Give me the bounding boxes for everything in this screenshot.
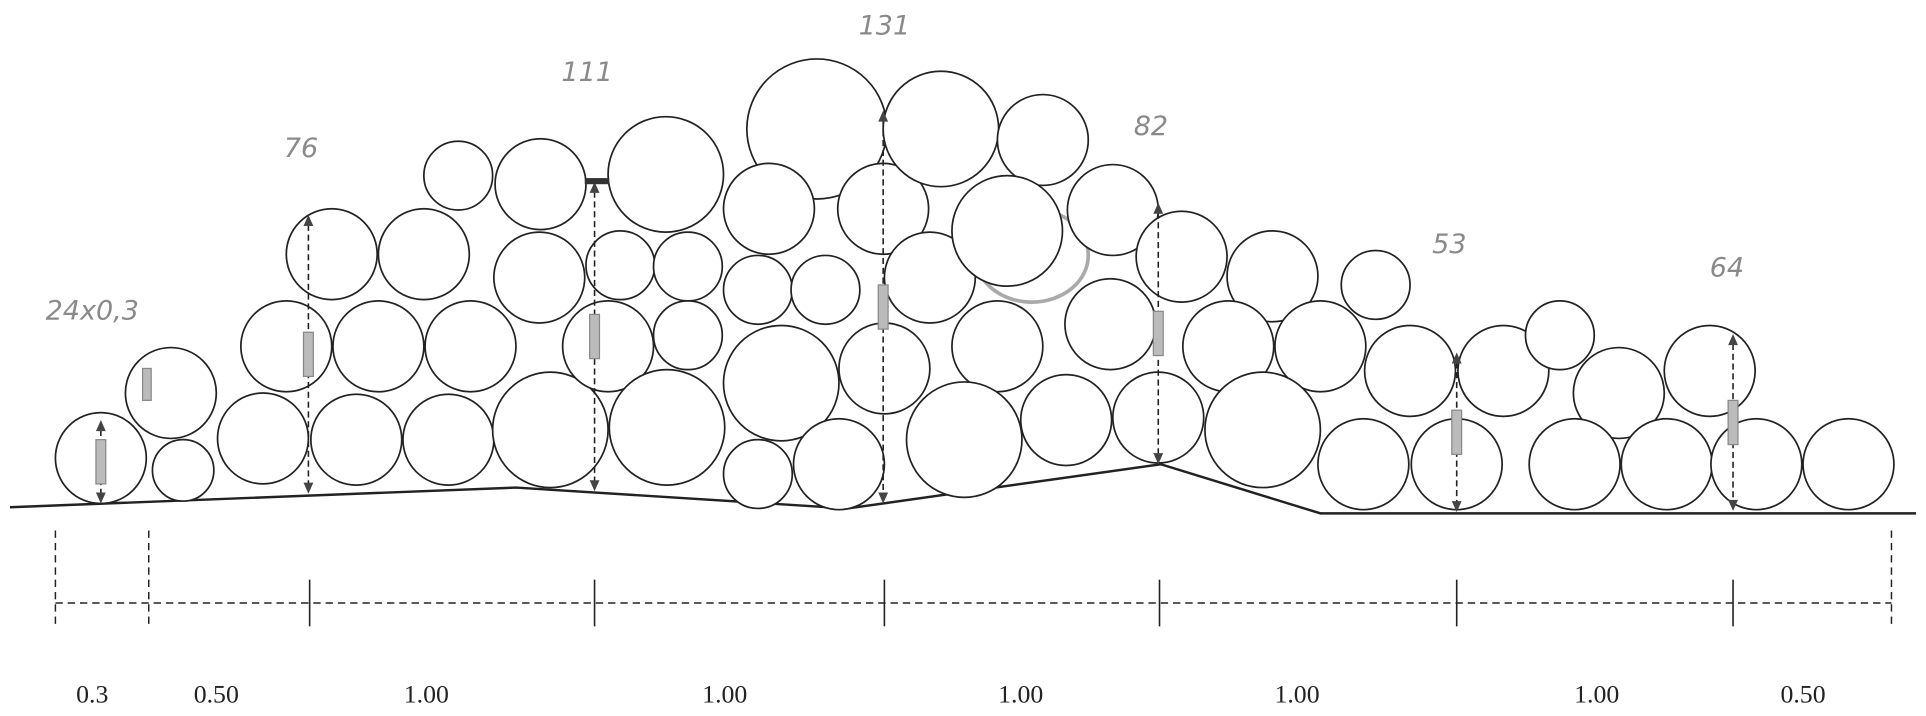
arrow-head	[95, 492, 106, 504]
log	[722, 254, 794, 326]
log	[1528, 417, 1621, 511]
log	[332, 300, 425, 393]
spacing-label: 0.50	[194, 679, 239, 708]
height-label: 111	[561, 57, 613, 88]
arrow-head	[1728, 334, 1738, 346]
log	[722, 162, 816, 256]
log	[1663, 324, 1757, 418]
arrow-head	[1451, 501, 1462, 513]
height-label: 131	[859, 10, 911, 41]
measure-marker	[589, 313, 601, 360]
arrow-head	[303, 482, 314, 494]
log	[951, 300, 1044, 393]
log	[494, 137, 587, 231]
log	[310, 393, 403, 486]
arrow-head	[1153, 202, 1164, 214]
log	[424, 300, 517, 393]
measure-marker	[584, 178, 610, 185]
spacing-label: 1.00	[1574, 679, 1619, 708]
measure-marker	[1451, 409, 1463, 456]
spacing-label: 0.3	[76, 679, 108, 708]
log	[124, 346, 218, 440]
log	[1135, 210, 1228, 303]
log	[1340, 249, 1411, 321]
log	[1572, 346, 1666, 440]
log	[151, 438, 215, 502]
arrow-head	[589, 181, 600, 193]
log	[216, 392, 310, 485]
measure-marker	[1152, 310, 1164, 357]
arrow-head	[303, 214, 314, 226]
log	[561, 300, 655, 393]
log	[422, 140, 494, 211]
log	[882, 70, 1000, 188]
log	[585, 230, 656, 301]
arrow-head	[878, 492, 889, 504]
height-label: 53	[1432, 229, 1466, 260]
spacing-label: 0.50	[1780, 679, 1825, 708]
log	[722, 324, 840, 442]
arrow-head	[589, 480, 600, 492]
arrow-head	[1451, 352, 1462, 364]
log	[1620, 417, 1714, 511]
log	[1524, 300, 1596, 371]
log	[792, 417, 886, 511]
log	[838, 322, 931, 415]
log	[1802, 417, 1895, 511]
ground-line	[9, 462, 1917, 515]
measure-marker	[877, 284, 889, 330]
log	[402, 393, 495, 486]
arrow-head	[878, 110, 889, 122]
log	[491, 371, 609, 489]
log	[377, 207, 471, 301]
log	[951, 174, 1064, 288]
arrow-head	[1153, 453, 1164, 465]
log	[1710, 417, 1803, 511]
height-label: 64	[1710, 252, 1744, 283]
arrow-head	[1728, 499, 1738, 511]
log	[652, 300, 724, 371]
log	[722, 438, 794, 510]
height-label: 24x0,3	[46, 295, 139, 326]
log	[1064, 277, 1157, 371]
log	[1226, 230, 1319, 323]
arrow-head	[95, 420, 106, 432]
measure-marker	[141, 367, 152, 401]
log	[996, 93, 1090, 187]
log	[652, 231, 724, 302]
spacing-label: 1.00	[702, 679, 747, 708]
spacing-label: 1.00	[1274, 679, 1319, 708]
log	[1274, 300, 1367, 393]
log	[1204, 371, 1322, 489]
spacing-label: 1.00	[404, 679, 449, 708]
log	[608, 368, 726, 486]
measure-marker	[1727, 399, 1739, 446]
height-label: 82	[1134, 111, 1168, 142]
spacing-label: 1.00	[998, 679, 1043, 708]
log	[1317, 417, 1410, 511]
log	[905, 381, 1023, 499]
measure-marker	[302, 331, 314, 378]
log	[1363, 324, 1457, 418]
log	[1457, 324, 1550, 418]
log	[790, 254, 861, 326]
measure-marker	[95, 439, 107, 485]
height-label: 76	[284, 133, 318, 164]
log	[883, 231, 977, 324]
log	[492, 231, 586, 324]
log	[285, 207, 379, 301]
log	[239, 300, 333, 393]
log	[1019, 373, 1113, 467]
log	[607, 115, 725, 233]
